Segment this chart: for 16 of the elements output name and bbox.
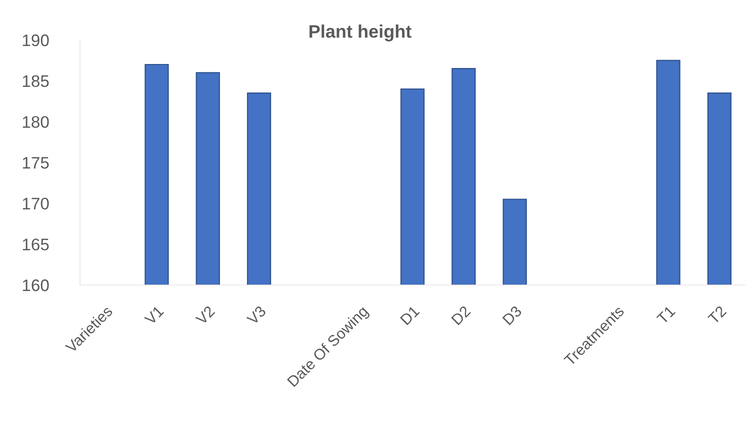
x-tick-label: V2 [195,305,216,326]
y-tick-label: 170 [22,198,49,210]
y-tick-label: 165 [22,238,49,250]
x-tick-label: V1 [144,305,164,326]
x-tick-label: T2 [707,305,727,325]
y-tick-label: 160 [22,279,49,292]
y-tick-label: 180 [22,116,49,128]
x-tick-label: T1 [656,305,676,325]
x-tick-label: D1 [400,305,420,326]
x-tick-label: D2 [451,305,471,326]
chart-title: Plant height [310,24,412,42]
x-tick-label: D3 [502,305,522,326]
y-tick-label: 185 [22,75,49,88]
x-tick-label: V3 [246,305,266,326]
y-tick-label: 175 [22,157,49,169]
y-tick-label: 190 [22,34,49,46]
